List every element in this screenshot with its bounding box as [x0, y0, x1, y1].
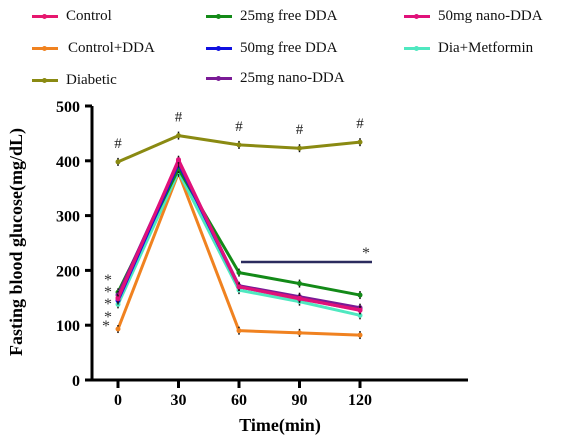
hash-annotation: #: [356, 116, 364, 132]
data-point: [115, 326, 121, 332]
x-tick-label: 0: [114, 392, 122, 409]
data-point: [236, 270, 242, 276]
legend-swatch-control: [32, 13, 58, 19]
x-tick-label: 90: [292, 392, 308, 409]
legend-swatch-50mg-free: [206, 45, 232, 51]
data-point: [115, 159, 121, 165]
star-annotation: *: [102, 318, 110, 335]
data-point: [297, 145, 302, 151]
legend-swatch-25mg-free: [206, 13, 232, 19]
legend-label-control-dda: Control+DDA: [68, 39, 155, 56]
star-annotation: *: [104, 309, 112, 326]
data-point: [357, 292, 363, 298]
y-tick-label: 0: [72, 373, 80, 390]
legend-label-25mg-free: 25mg free DDA: [240, 7, 338, 24]
legend-label-dia-metformin: Dia+Metformin: [438, 39, 534, 56]
series-line: [116, 171, 361, 337]
hash-annotation: #: [296, 122, 304, 138]
legend-label-control: Control: [66, 7, 112, 24]
data-point: [297, 295, 302, 301]
data-point: [115, 296, 121, 302]
annotations: ### # #******: [102, 110, 372, 335]
x-axis-label: Time(min): [239, 415, 321, 436]
legend-swatch-dia-metformin: [404, 45, 430, 51]
legend-label-25mg-nano: 25mg nano-DDA: [240, 69, 345, 86]
legend-item-25mg-free: 25mg free DDA: [206, 6, 337, 26]
y-axis-label: Fasting blood glucose(mg/dL): [6, 128, 27, 356]
data-point: [297, 330, 302, 336]
x-ticks: 0 30 60 90 120: [114, 380, 372, 409]
data-point: [357, 139, 363, 145]
data-point: [236, 284, 242, 290]
data-point: [297, 281, 302, 287]
data-point: [236, 142, 242, 148]
legend-label-diabetic: Diabetic: [66, 71, 117, 88]
series-group: [115, 131, 363, 340]
legend-item-25mg-nano: 25mg nano-DDA: [206, 68, 345, 88]
data-point: [357, 312, 363, 318]
x-tick-label: 120: [348, 392, 372, 409]
y-ticks: 0 100 200 300 400 500: [56, 99, 92, 390]
legend-item-diabetic: Diabetic: [32, 70, 117, 90]
legend-item-control: Control: [32, 6, 112, 26]
star-annotation: *: [104, 272, 112, 289]
x-tick-label: 30: [171, 392, 187, 409]
star-annotation: *: [104, 296, 112, 313]
star-annotation: *: [104, 284, 112, 301]
significance-star: *: [362, 245, 370, 262]
legend-item-50mg-free: 50mg free DDA: [206, 38, 337, 58]
legend-swatch-25mg-nano: [206, 75, 232, 81]
data-point: [236, 328, 242, 334]
y-tick-label: 400: [56, 154, 80, 171]
hash-annotation: #: [175, 110, 183, 126]
legend: Control Control+DDA Diabetic 25mg free D…: [0, 0, 576, 100]
hash-annotation: #: [235, 119, 243, 135]
hash-annotation: #: [114, 136, 122, 152]
data-point: [176, 157, 181, 163]
y-tick-label: 300: [56, 209, 80, 226]
legend-swatch-diabetic: [32, 77, 58, 83]
y-tick-label: 200: [56, 263, 80, 280]
legend-item-control-dda: Control+DDA: [32, 38, 155, 58]
legend-swatch-control-dda: [32, 45, 58, 51]
data-point: [176, 133, 181, 139]
legend-item-50mg-nano: 50mg nano-DDA: [404, 6, 543, 26]
legend-swatch-50mg-nano: [404, 13, 430, 19]
data-point: [357, 307, 363, 313]
legend-item-dia-metformin: Dia+Metformin: [404, 38, 533, 58]
x-tick-label: 60: [231, 392, 247, 409]
legend-label-50mg-nano: 50mg nano-DDA: [438, 7, 543, 24]
y-tick-label: 100: [56, 318, 80, 335]
axes: [90, 106, 468, 382]
legend-label-50mg-free: 50mg free DDA: [240, 39, 338, 56]
data-point: [357, 332, 363, 338]
y-tick-label: 500: [56, 99, 80, 116]
